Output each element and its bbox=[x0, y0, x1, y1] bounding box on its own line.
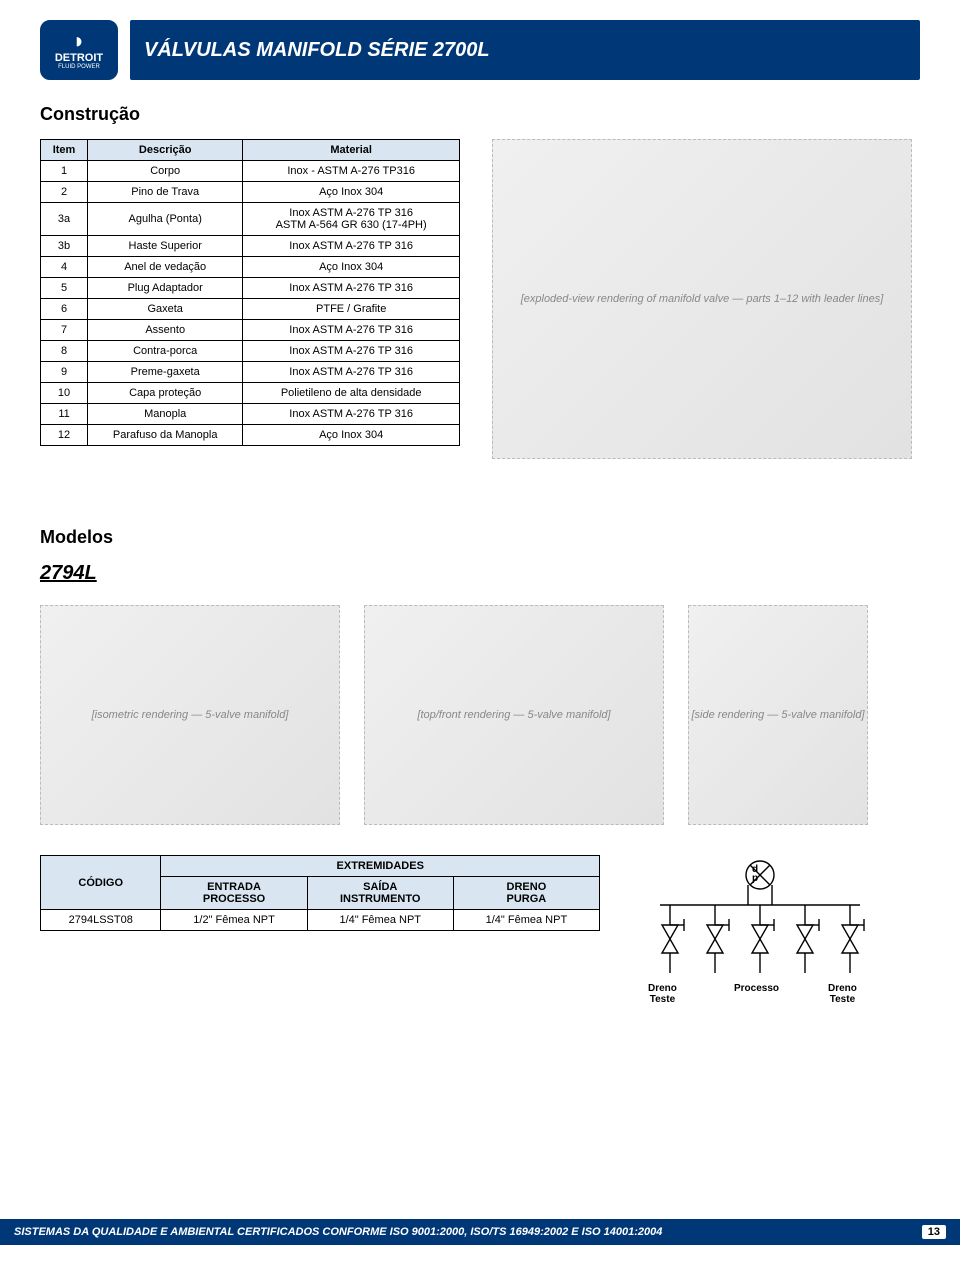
td-mat: Aço Inox 304 bbox=[243, 182, 460, 203]
td-saida: 1/4" Fêmea NPT bbox=[307, 910, 453, 931]
td-mat: Aço Inox 304 bbox=[243, 257, 460, 278]
td-desc: Contra-porca bbox=[88, 341, 243, 362]
construcao-table-col: Item Descrição Material 1CorpoInox - AST… bbox=[40, 139, 460, 459]
td-entrada: 1/2" Fêmea NPT bbox=[161, 910, 307, 931]
td-mat: Inox - ASTM A-276 TP316 bbox=[243, 161, 460, 182]
valve-schematic: d p Dreno Teste Processo Dreno Teste bbox=[630, 855, 890, 1025]
schematic-label-dp: d p bbox=[752, 865, 758, 883]
footer: SISTEMAS DA QUALIDADE E AMBIENTAL CERTIF… bbox=[0, 1219, 960, 1245]
th-codigo: CÓDIGO bbox=[41, 856, 161, 910]
td-mat: Inox ASTM A-276 TP 316 bbox=[243, 236, 460, 257]
td-mat: Inox ASTM A-276 TP 316 ASTM A-564 GR 630… bbox=[243, 203, 460, 236]
td-desc: Gaxeta bbox=[88, 299, 243, 320]
page: ◗ DETROIT FLUID POWER VÁLVULAS MANIFOLD … bbox=[0, 0, 960, 1245]
section-heading-construcao: Construção bbox=[40, 104, 920, 125]
logo-arc-icon: ◗ bbox=[72, 30, 85, 52]
td-item: 9 bbox=[41, 362, 88, 383]
td-desc: Agulha (Ponta) bbox=[88, 203, 243, 236]
table-row: 5Plug AdaptadorInox ASTM A-276 TP 316 bbox=[41, 278, 460, 299]
schematic-label-processo: Processo bbox=[734, 983, 779, 994]
model-images-row: [isometric rendering — 5-valve manifold]… bbox=[40, 605, 920, 825]
table-row: 11ManoplaInox ASTM A-276 TP 316 bbox=[41, 404, 460, 425]
codigo-row: 2794LSST08 1/2" Fêmea NPT 1/4" Fêmea NPT… bbox=[41, 910, 600, 931]
bottom-row: CÓDIGO EXTREMIDADES ENTRADA PROCESSO SAÍ… bbox=[40, 855, 920, 1025]
td-desc: Haste Superior bbox=[88, 236, 243, 257]
td-desc: Corpo bbox=[88, 161, 243, 182]
td-desc: Preme-gaxeta bbox=[88, 362, 243, 383]
schematic-label-dreno-l: Dreno Teste bbox=[648, 983, 677, 1005]
td-item: 3b bbox=[41, 236, 88, 257]
footer-text: SISTEMAS DA QUALIDADE E AMBIENTAL CERTIF… bbox=[14, 1226, 662, 1238]
footer-page-number: 13 bbox=[922, 1225, 946, 1239]
td-item: 6 bbox=[41, 299, 88, 320]
model-image-side: [side rendering — 5-valve manifold] bbox=[688, 605, 868, 825]
td-mat: Inox ASTM A-276 TP 316 bbox=[243, 278, 460, 299]
logo-name: DETROIT bbox=[55, 52, 103, 64]
td-codigo: 2794LSST08 bbox=[41, 910, 161, 931]
section-heading-modelos: Modelos bbox=[40, 527, 920, 548]
td-item: 12 bbox=[41, 425, 88, 446]
construcao-row: Item Descrição Material 1CorpoInox - AST… bbox=[40, 139, 920, 459]
td-desc: Parafuso da Manopla bbox=[88, 425, 243, 446]
td-dreno: 1/4" Fêmea NPT bbox=[453, 910, 599, 931]
model-image-top: [top/front rendering — 5-valve manifold] bbox=[364, 605, 664, 825]
td-item: 7 bbox=[41, 320, 88, 341]
td-mat: Inox ASTM A-276 TP 316 bbox=[243, 341, 460, 362]
td-desc: Plug Adaptador bbox=[88, 278, 243, 299]
model-name: 2794L bbox=[40, 562, 920, 585]
header: ◗ DETROIT FLUID POWER VÁLVULAS MANIFOLD … bbox=[40, 20, 920, 80]
construcao-table: Item Descrição Material 1CorpoInox - AST… bbox=[40, 139, 460, 446]
td-desc: Pino de Trava bbox=[88, 182, 243, 203]
th-desc: Descrição bbox=[88, 140, 243, 161]
td-item: 10 bbox=[41, 383, 88, 404]
th-item: Item bbox=[41, 140, 88, 161]
td-item: 8 bbox=[41, 341, 88, 362]
td-desc: Anel de vedação bbox=[88, 257, 243, 278]
table-row: 4Anel de vedaçãoAço Inox 304 bbox=[41, 257, 460, 278]
codigo-table: CÓDIGO EXTREMIDADES ENTRADA PROCESSO SAÍ… bbox=[40, 855, 600, 931]
th-extremidades: EXTREMIDADES bbox=[161, 856, 600, 877]
table-row: 8Contra-porcaInox ASTM A-276 TP 316 bbox=[41, 341, 460, 362]
codigo-table-wrap: CÓDIGO EXTREMIDADES ENTRADA PROCESSO SAÍ… bbox=[40, 855, 600, 931]
exploded-view-image: [exploded-view rendering of manifold val… bbox=[492, 139, 912, 459]
table-row: 7AssentoInox ASTM A-276 TP 316 bbox=[41, 320, 460, 341]
table-row: 3bHaste SuperiorInox ASTM A-276 TP 316 bbox=[41, 236, 460, 257]
table-row: 9Preme-gaxetaInox ASTM A-276 TP 316 bbox=[41, 362, 460, 383]
table-row: 2Pino de TravaAço Inox 304 bbox=[41, 182, 460, 203]
table-row: 1CorpoInox - ASTM A-276 TP316 bbox=[41, 161, 460, 182]
logo: ◗ DETROIT FLUID POWER bbox=[40, 20, 118, 80]
td-item: 4 bbox=[41, 257, 88, 278]
td-mat: Inox ASTM A-276 TP 316 bbox=[243, 320, 460, 341]
page-title: VÁLVULAS MANIFOLD SÉRIE 2700L bbox=[130, 20, 920, 80]
td-item: 3a bbox=[41, 203, 88, 236]
schematic-label-dreno-r: Dreno Teste bbox=[828, 983, 857, 1005]
th-entrada: ENTRADA PROCESSO bbox=[161, 877, 307, 910]
th-saida: SAÍDA INSTRUMENTO bbox=[307, 877, 453, 910]
table-row: 12Parafuso da ManoplaAço Inox 304 bbox=[41, 425, 460, 446]
model-image-iso: [isometric rendering — 5-valve manifold] bbox=[40, 605, 340, 825]
td-mat: PTFE / Grafite bbox=[243, 299, 460, 320]
td-mat: Inox ASTM A-276 TP 316 bbox=[243, 404, 460, 425]
table-row: 3aAgulha (Ponta)Inox ASTM A-276 TP 316 A… bbox=[41, 203, 460, 236]
exploded-view-col: [exploded-view rendering of manifold val… bbox=[484, 139, 920, 459]
td-mat: Polietileno de alta densidade bbox=[243, 383, 460, 404]
td-mat: Inox ASTM A-276 TP 316 bbox=[243, 362, 460, 383]
td-item: 5 bbox=[41, 278, 88, 299]
td-mat: Aço Inox 304 bbox=[243, 425, 460, 446]
th-dreno: DRENO PURGA bbox=[453, 877, 599, 910]
td-item: 1 bbox=[41, 161, 88, 182]
th-mat: Material bbox=[243, 140, 460, 161]
td-item: 2 bbox=[41, 182, 88, 203]
td-desc: Manopla bbox=[88, 404, 243, 425]
td-desc: Assento bbox=[88, 320, 243, 341]
table-row: 6GaxetaPTFE / Grafite bbox=[41, 299, 460, 320]
logo-sub: FLUID POWER bbox=[58, 64, 100, 70]
table-row: 10Capa proteçãoPolietileno de alta densi… bbox=[41, 383, 460, 404]
td-item: 11 bbox=[41, 404, 88, 425]
td-desc: Capa proteção bbox=[88, 383, 243, 404]
